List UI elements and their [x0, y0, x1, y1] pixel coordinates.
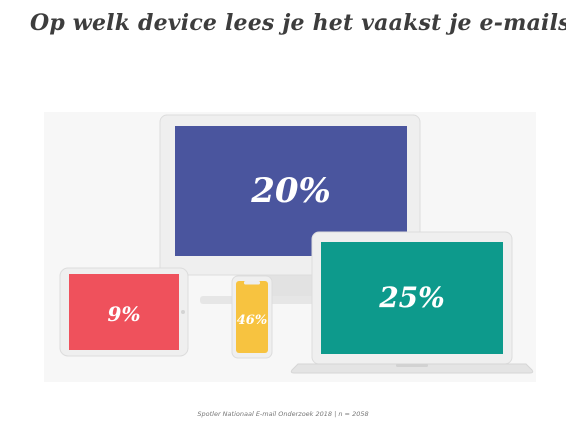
laptop-value-label: 25% — [378, 281, 445, 314]
smartphone-value-label: 46% — [237, 313, 267, 328]
smartphone-screen-bar — [236, 281, 268, 353]
laptop: 25% — [290, 231, 534, 374]
laptop-base — [290, 363, 534, 374]
tablet-home-button — [181, 310, 185, 314]
phone-notch — [244, 281, 260, 285]
tablet-value-label: 9% — [108, 302, 141, 326]
smartphone: 46% — [231, 275, 273, 359]
source-note: Spotler Nationaal E-mail Onderzoek 2018 … — [197, 410, 369, 418]
tablet-screen-bar — [69, 274, 179, 350]
tablet: 9% — [59, 267, 189, 357]
laptop-screen-bar — [321, 242, 503, 354]
chart-title: Op welk device lees je het vaakst je e-m… — [30, 10, 566, 36]
laptop-notch — [396, 364, 428, 367]
desktop-value-label: 20% — [250, 171, 331, 211]
